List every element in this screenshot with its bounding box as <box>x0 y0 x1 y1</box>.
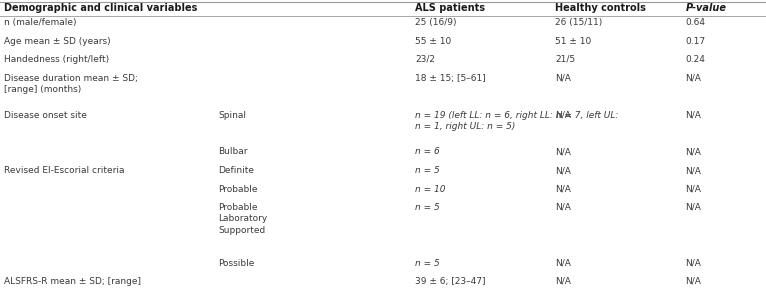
Text: N/A: N/A <box>686 166 702 175</box>
Text: Disease onset site: Disease onset site <box>4 110 87 120</box>
Text: N/A: N/A <box>686 147 702 156</box>
Text: 0.17: 0.17 <box>686 37 705 45</box>
Text: Probable
Laboratory
Supported: Probable Laboratory Supported <box>218 203 267 235</box>
Text: 39 ± 6; [23–47]: 39 ± 6; [23–47] <box>415 277 486 286</box>
Text: ALSFRS-R mean ± SD; [range]: ALSFRS-R mean ± SD; [range] <box>4 277 141 286</box>
Text: 0.64: 0.64 <box>686 18 705 27</box>
Text: N/A: N/A <box>686 74 702 83</box>
Text: N/A: N/A <box>686 110 702 120</box>
Text: N/A: N/A <box>686 277 702 286</box>
Text: n (male/female): n (male/female) <box>4 18 77 27</box>
Text: N/A: N/A <box>555 147 571 156</box>
Text: P-value: P-value <box>686 3 727 13</box>
Text: N/A: N/A <box>555 185 571 193</box>
Text: 23/2: 23/2 <box>415 55 435 64</box>
Text: N/A: N/A <box>555 258 571 268</box>
Text: N/A: N/A <box>686 185 702 193</box>
Text: Spinal: Spinal <box>218 110 247 120</box>
Text: N/A: N/A <box>555 166 571 175</box>
Text: N/A: N/A <box>686 203 702 212</box>
Text: 0.24: 0.24 <box>686 55 705 64</box>
Text: N/A: N/A <box>555 277 571 286</box>
Text: n = 6: n = 6 <box>415 147 440 156</box>
Text: Revised El-Escorial criteria: Revised El-Escorial criteria <box>4 166 124 175</box>
Text: Definite: Definite <box>218 166 254 175</box>
Text: Disease duration mean ± SD;
[range] (months): Disease duration mean ± SD; [range] (mon… <box>4 74 138 94</box>
Text: Handedness (right/left): Handedness (right/left) <box>4 55 109 64</box>
Text: n = 19 (left LL: n = 6, right LL: n = 7, left UL:
n = 1, right UL: n = 5): n = 19 (left LL: n = 6, right LL: n = 7,… <box>415 110 619 131</box>
Text: 26 (15/11): 26 (15/11) <box>555 18 603 27</box>
Text: Healthy controls: Healthy controls <box>555 3 647 13</box>
Text: N/A: N/A <box>555 74 571 83</box>
Text: Age mean ± SD (years): Age mean ± SD (years) <box>4 37 110 45</box>
Text: n = 10: n = 10 <box>415 185 446 193</box>
Text: n = 5: n = 5 <box>415 258 440 268</box>
Text: 25 (16/9): 25 (16/9) <box>415 18 457 27</box>
Text: Demographic and clinical variables: Demographic and clinical variables <box>4 3 197 13</box>
Text: n = 5: n = 5 <box>415 166 440 175</box>
Text: 21/5: 21/5 <box>555 55 575 64</box>
Text: Possible: Possible <box>218 258 254 268</box>
Text: N/A: N/A <box>686 258 702 268</box>
Text: 51 ± 10: 51 ± 10 <box>555 37 591 45</box>
Text: n = 5: n = 5 <box>415 203 440 212</box>
Text: N/A: N/A <box>555 110 571 120</box>
Text: Probable: Probable <box>218 185 258 193</box>
Text: 18 ± 15; [5–61]: 18 ± 15; [5–61] <box>415 74 486 83</box>
Text: Bulbar: Bulbar <box>218 147 248 156</box>
Text: 55 ± 10: 55 ± 10 <box>415 37 451 45</box>
Text: ALS patients: ALS patients <box>415 3 485 13</box>
Text: N/A: N/A <box>555 203 571 212</box>
